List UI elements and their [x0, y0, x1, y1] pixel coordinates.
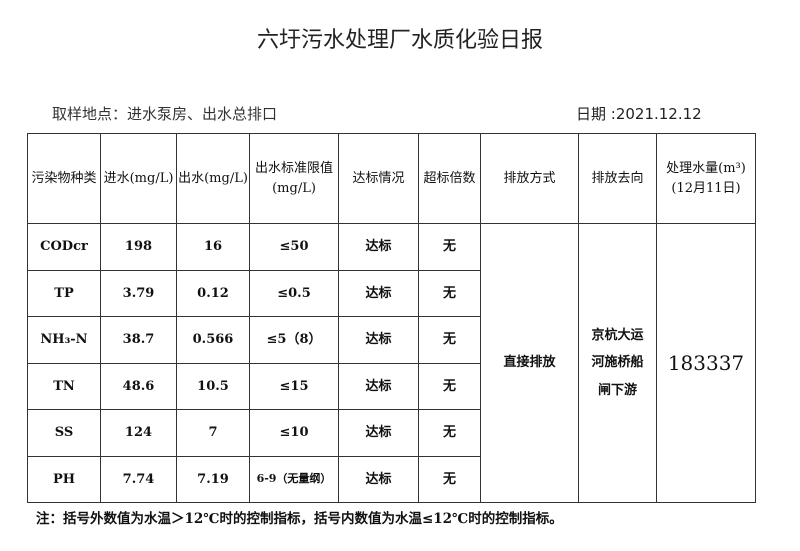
- cell-in: 38.7: [100, 316, 177, 364]
- cell-name: CODcr: [27, 223, 101, 271]
- cell-exceed: 无: [418, 362, 481, 410]
- column-header: 超标倍数: [418, 133, 481, 224]
- discharge-destination: 京杭大运河施桥船闸下游: [578, 223, 657, 503]
- treated-volume: 183337: [656, 223, 756, 503]
- cell-name: NH₃-N: [27, 316, 101, 364]
- cell-exceed: 无: [418, 455, 481, 503]
- report-date: 日期 :2021.12.12: [576, 105, 702, 123]
- column-header: 出水标准限值(mg/L): [249, 133, 339, 224]
- cell-out: 0.566: [176, 316, 250, 364]
- column-header: 进水(mg/L): [100, 133, 177, 224]
- column-header: 排放去向: [578, 133, 657, 224]
- cell-out: 0.12: [176, 269, 250, 317]
- footnote: 注：括号外数值为水温＞12℃时的控制指标，括号内数值为水温≤12℃时的控制指标。: [36, 511, 563, 527]
- cell-status: 达标: [338, 409, 419, 457]
- cell-name: TN: [27, 362, 101, 410]
- cell-name: TP: [27, 269, 101, 317]
- report-title: 六圩污水处理厂水质化验日报: [256, 28, 543, 53]
- cell-exceed: 无: [418, 409, 481, 457]
- cell-exceed: 无: [418, 316, 481, 364]
- cell-in: 7.74: [100, 455, 177, 503]
- cell-in: 3.79: [100, 269, 177, 317]
- column-header: 处理水量(m³)(12月11日): [656, 133, 756, 224]
- table-row: TN 48.6 10.5 ≤15 达标无: [27, 362, 756, 410]
- cell-status: 达标: [338, 223, 419, 271]
- table-row: PH 7.74 7.19 6-9（无量纲） 达标无: [27, 455, 756, 503]
- table-row: CODcr 198 16 ≤50 达标无直接排放 京杭大运河施桥船闸下游 183337: [27, 223, 756, 503]
- discharge-method: 直接排放: [480, 223, 579, 503]
- cell-out: 10.5: [176, 362, 250, 410]
- cell-out: 7: [176, 409, 250, 457]
- column-header: 排放方式: [480, 133, 579, 224]
- cell-status: 达标: [338, 316, 419, 364]
- cell-status: 达标: [338, 455, 419, 503]
- cell-limit: ≤5（8）: [249, 316, 339, 364]
- water-quality-table: 污染物种类 进水(mg/L) 出水(mg/L) 出水标准限值(mg/L) 达标情况 超标倍…: [27, 133, 756, 503]
- cell-limit: ≤10: [249, 409, 339, 457]
- cell-name: SS: [27, 409, 101, 457]
- table-row: NH₃-N 38.7 0.566 ≤5（8） 达标无: [27, 316, 756, 364]
- column-header: 达标情况: [338, 133, 419, 224]
- sampling-location: 取样地点：进水泵房、出水总排口: [52, 105, 278, 123]
- column-header: 出水(mg/L): [176, 133, 250, 224]
- column-header: 污染物种类: [27, 133, 101, 224]
- table-row: TP 3.79 0.12 ≤0.5 达标无: [27, 269, 756, 317]
- table-row: SS 124 7 ≤10 达标无: [27, 409, 756, 457]
- cell-in: 124: [100, 409, 177, 457]
- cell-status: 达标: [338, 269, 419, 317]
- cell-in: 198: [100, 223, 177, 271]
- cell-limit: ≤50: [249, 223, 339, 271]
- cell-limit: ≤15: [249, 362, 339, 410]
- cell-name: PH: [27, 455, 101, 503]
- cell-limit: ≤0.5: [249, 269, 339, 317]
- cell-in: 48.6: [100, 362, 177, 410]
- cell-status: 达标: [338, 362, 419, 410]
- cell-out: 16: [176, 223, 250, 271]
- cell-out: 7.19: [176, 455, 250, 503]
- cell-exceed: 无: [418, 269, 481, 317]
- cell-exceed: 无: [418, 223, 481, 271]
- cell-limit: 6-9（无量纲）: [249, 455, 339, 503]
